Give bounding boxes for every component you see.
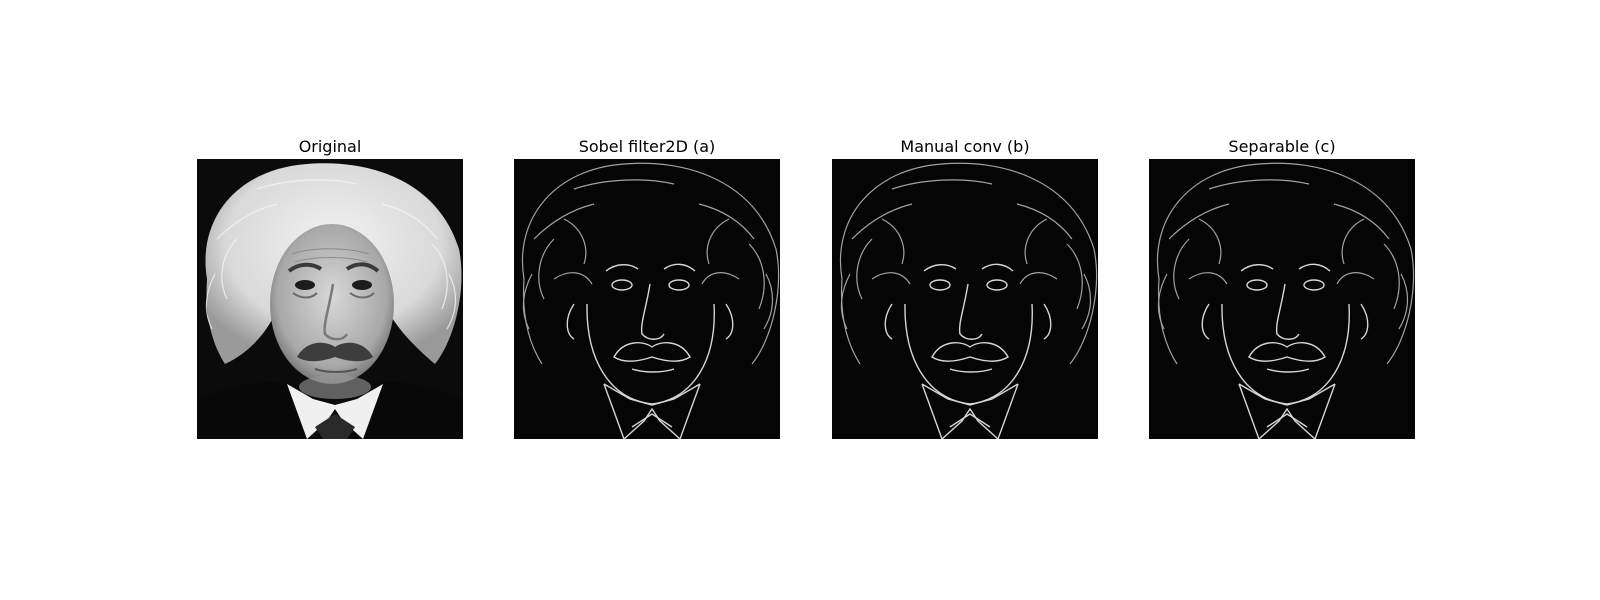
manual-conv-edge-image: [832, 159, 1098, 439]
separable-edge-image: [1149, 159, 1415, 439]
sobel-edge-image: [514, 159, 780, 439]
panel-original: Original: [197, 135, 463, 439]
panel-separable: Separable (c): [1149, 135, 1415, 439]
original-portrait-image: [197, 159, 463, 439]
panel-sobel-filter2d: Sobel filter2D (a): [514, 135, 780, 439]
panel-title: Separable (c): [1228, 137, 1336, 156]
panel-manual-conv: Manual conv (b): [832, 135, 1098, 439]
panel-title: Original: [298, 137, 362, 156]
panel-title: Sobel filter2D (a): [578, 137, 716, 156]
panel-title: Manual conv (b): [900, 137, 1030, 156]
